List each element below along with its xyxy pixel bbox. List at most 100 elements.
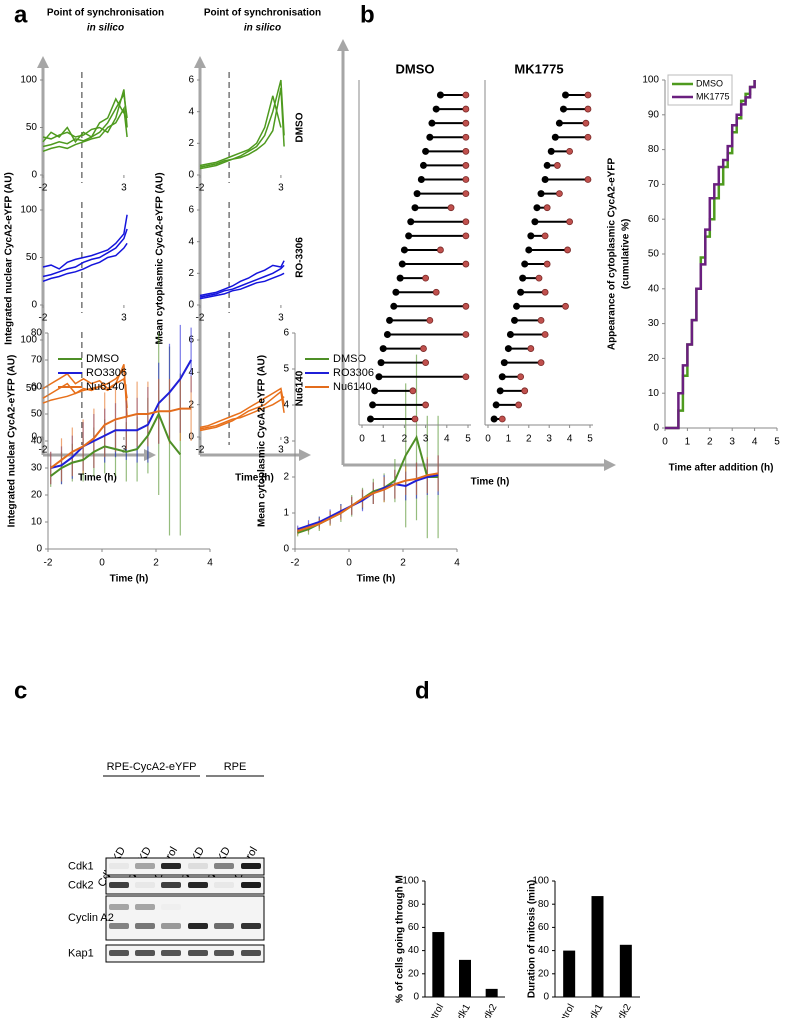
end-point [566,147,573,155]
legend-label: Nu6140 [333,381,372,393]
legend-box [667,74,733,106]
y-tick-label: 6 [283,328,289,339]
x-tick-label: Control [421,1002,447,1018]
blot-band [161,923,181,929]
blot-band [135,904,155,910]
legend-label: RO3306 [333,367,374,379]
start-point [525,246,533,254]
x-tick-label: 4 [454,558,460,569]
y-tick-label: 50 [648,249,660,260]
x-axis-label: Time (h) [471,477,510,488]
start-point [383,330,391,338]
x-tick-label: 1 [380,434,386,445]
y-tick-label: 50 [26,383,38,394]
series-line [50,359,192,469]
end-point [462,302,470,310]
step-line [665,80,756,430]
end-point [556,190,563,198]
x-tick-label: 4 [207,558,213,569]
row-label: Kap1 [68,947,94,959]
y-tick-label: 0 [188,170,194,181]
start-point [407,218,415,226]
frame-axes [37,39,616,471]
y-tick-label: 4 [188,106,194,117]
start-point [422,147,430,155]
y-tick-label: 40 [408,945,420,956]
end-point [515,401,522,409]
blot-band [109,923,129,929]
x-tick-label: 3 [729,437,735,448]
x-axis-label: Time (h) [235,473,274,484]
y-tick-label: 20 [31,490,43,501]
blot-band [135,923,155,929]
y-tick-label: 100 [642,75,659,86]
end-point [584,91,592,99]
start-point [432,105,440,113]
x-axis-label: Time (h) [78,473,117,484]
y-tick-label: 10 [31,517,43,528]
start-point [531,218,539,226]
end-point [462,190,470,198]
y-tick-label: 80 [538,899,550,910]
end-point [462,105,470,113]
end-point [462,133,470,141]
start-point [369,401,377,409]
start-point [562,91,570,99]
y-tick-label: 60 [648,214,660,225]
start-point [500,359,508,367]
blot-band [214,923,234,929]
start-point [390,302,398,310]
panel-label: b [360,1,375,28]
bar [619,944,632,997]
x-tick-label: -2 [291,558,300,569]
end-point [582,119,590,127]
end-point [541,232,549,240]
end-point [462,176,470,183]
y-tick-label: 100 [20,205,37,216]
end-point [426,316,434,324]
start-point [417,176,425,184]
end-point [564,246,571,254]
end-point [462,91,470,99]
end-point [566,218,573,226]
trace [42,89,128,140]
start-point [428,119,436,127]
chart-title: DMSO [396,61,435,76]
start-point [527,232,535,240]
legend-label: DMSO [86,353,119,365]
end-point [422,401,430,409]
end-point [541,288,549,296]
y-tick-label: 40 [648,283,660,294]
bar [591,896,604,997]
chart-subtitle: in silico [87,23,124,34]
end-point [537,359,545,367]
x-tick-label: -2 [39,313,48,324]
end-point [541,331,549,338]
blot-band [161,863,181,869]
y-tick-label: 80 [648,144,660,155]
y-tick-label: 40 [538,945,550,956]
blot-panel [105,895,265,941]
x-tick-label: -2 [196,313,205,324]
legend-label: DMSO [333,353,366,365]
bar [563,950,576,997]
x-tick-label: 3 [546,434,552,445]
start-point [521,260,529,268]
end-point [462,331,470,338]
y-axis-label: Duration of mitosis (min) [527,880,538,998]
end-point [432,288,440,296]
x-tick-label: -2 [44,558,53,569]
end-point [462,119,470,127]
x-tick-label: 3 [423,434,429,445]
bar [459,959,471,997]
trace [199,264,285,298]
x-tick-label: 4 [752,437,758,448]
x-tick-label: 2 [526,434,532,445]
series-line [297,472,439,532]
y-tick-label: 100 [532,876,549,887]
trace [199,272,285,300]
x-tick-label: 3 [278,445,284,456]
y-tick-label: 60 [408,922,420,933]
legend-label: DMSO [696,78,723,88]
start-point [555,119,563,127]
